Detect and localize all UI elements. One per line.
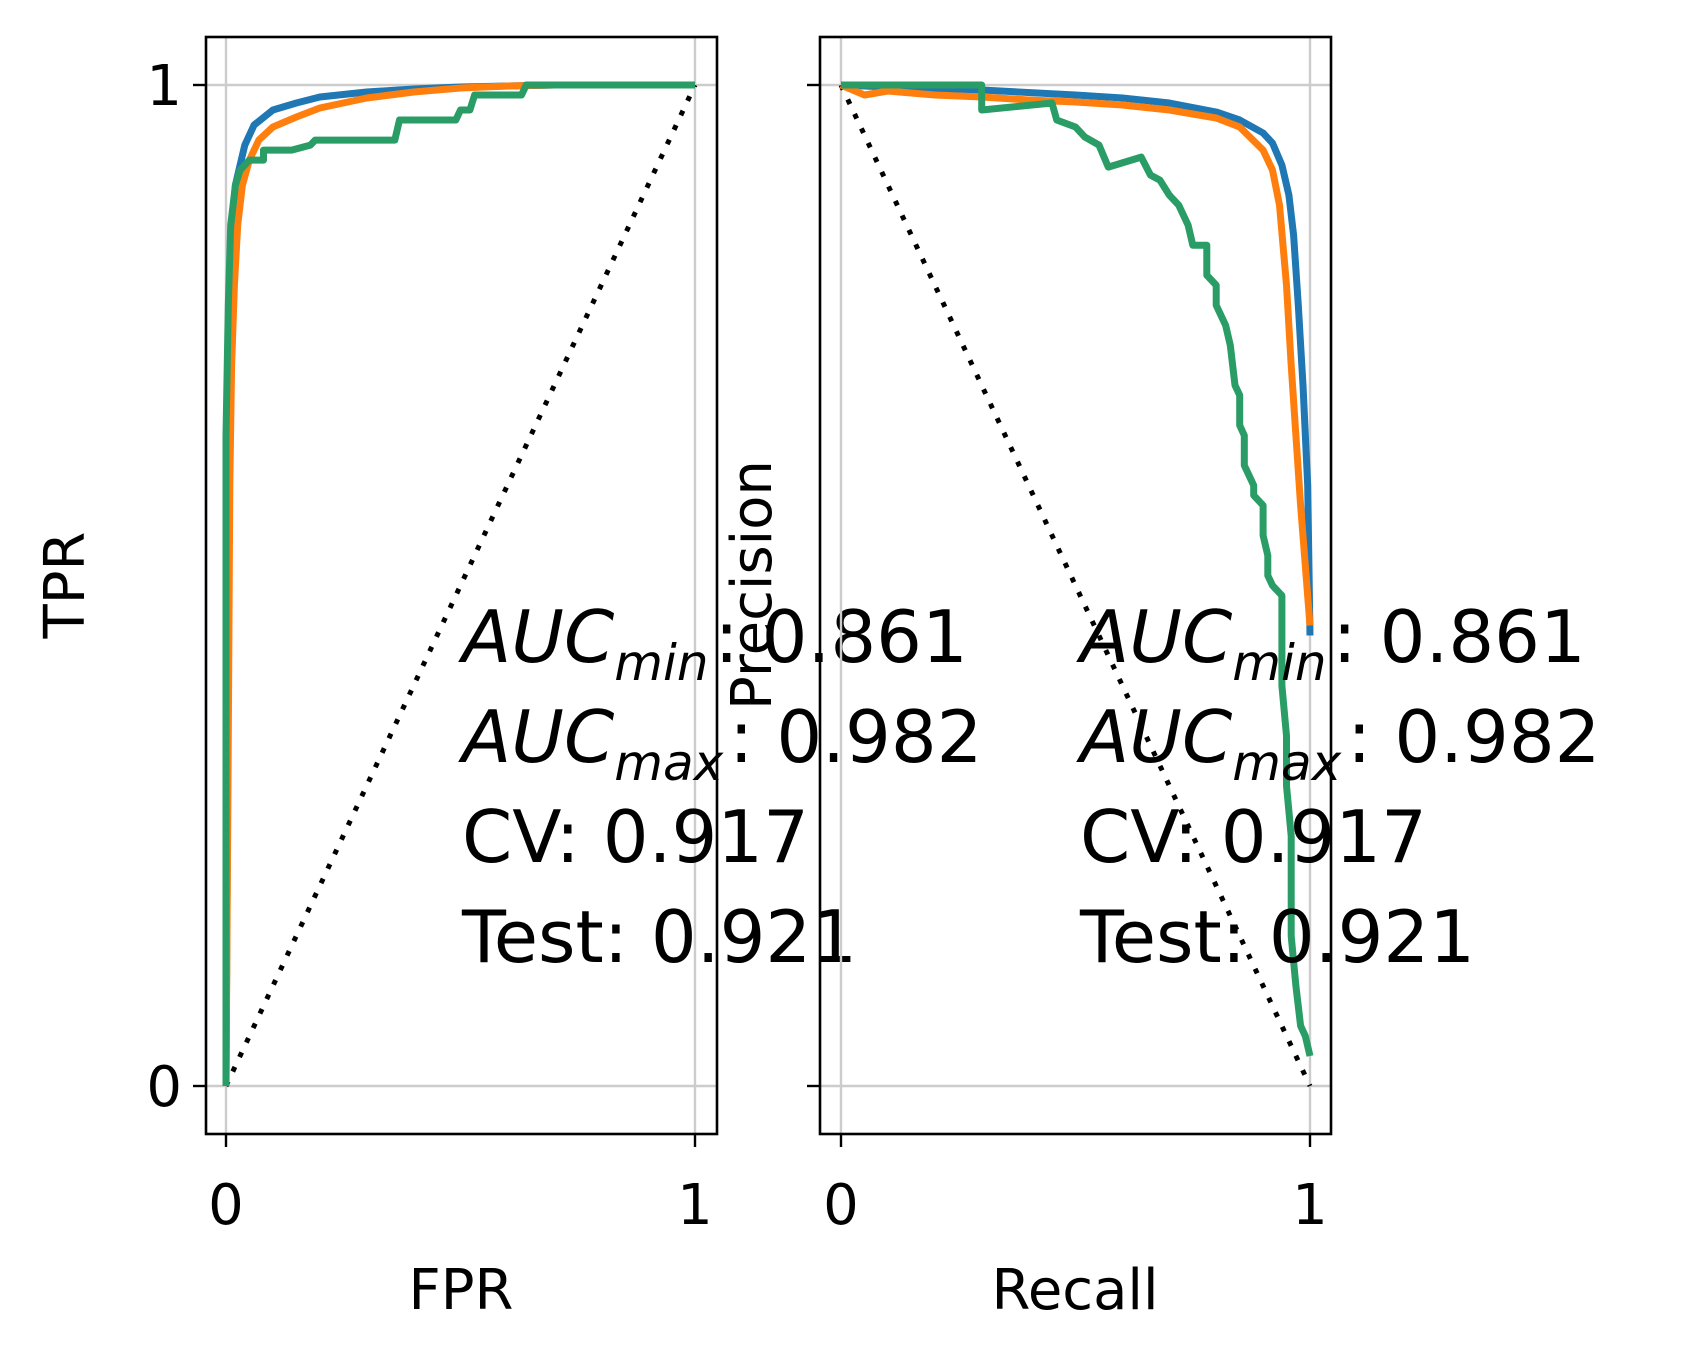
pr-curves (839, 81, 1314, 1057)
pr-x-axis-label: Recall (991, 1258, 1158, 1323)
pr-cv-text: CV: 0.917 (1080, 795, 1427, 879)
pr-auc-max-text: AUCmax: 0.982 (1076, 695, 1600, 792)
pr-auc-min-text-base: AUC (1076, 595, 1233, 679)
roc-x-tick-label-0: 0 (208, 1173, 244, 1238)
roc-axes-frame (204, 35, 719, 1136)
roc-series-green-line (222, 81, 695, 1086)
roc-cv-text: CV: 0.917 (462, 795, 809, 879)
pr-x-tick-label-1: 1 (1292, 1173, 1328, 1238)
roc-x-axis-label: FPR (409, 1258, 514, 1323)
roc-y-axis-label: TPR (33, 532, 98, 640)
roc-auc-min-text-sub: min (614, 634, 708, 692)
pr-auc-max-text-sub: max (1232, 734, 1341, 792)
roc-auc-max-text: AUCmax: 0.982 (458, 695, 982, 792)
pr-y-axis-label: Precision (720, 460, 785, 710)
roc-x-tick-label-1: 1 (677, 1173, 713, 1238)
roc-auc-max-text-sub: max (614, 734, 723, 792)
pr-auc-max-text-base: AUC (1076, 695, 1233, 779)
roc-curves (222, 81, 695, 1087)
roc-y-tick-label-0: 0 (146, 1055, 182, 1120)
roc-y-tick-label-1: 1 (146, 54, 182, 119)
roc-auc-min-text: AUCmin: 0.861 (458, 595, 968, 692)
roc-series-orange-line (222, 81, 695, 1087)
pr-series-orange-line (839, 81, 1314, 626)
pr-axes-frame (818, 35, 1333, 1136)
pr-test-text: Test: 0.921 (1079, 895, 1475, 979)
pr-auc-min-text: AUCmin: 0.861 (1076, 595, 1586, 692)
pr-auc-min-text-value: : 0.861 (1333, 595, 1586, 679)
pr-x-tick-label-0: 0 (823, 1173, 859, 1238)
roc-test-text: Test: 0.921 (461, 895, 857, 979)
pr-auc-max-text-value: : 0.982 (1347, 695, 1600, 779)
pr-series-green-line (841, 81, 1314, 1057)
pr-series-blue-line (840, 81, 1314, 636)
roc-auc-max-text-value: : 0.982 (729, 695, 982, 779)
pr-auc-min-text-sub: min (1232, 634, 1326, 692)
roc-auc-min-text-base: AUC (458, 595, 615, 679)
roc-auc-max-text-base: AUC (458, 695, 615, 779)
roc-ticks: 00 1 1 (146, 54, 712, 1238)
